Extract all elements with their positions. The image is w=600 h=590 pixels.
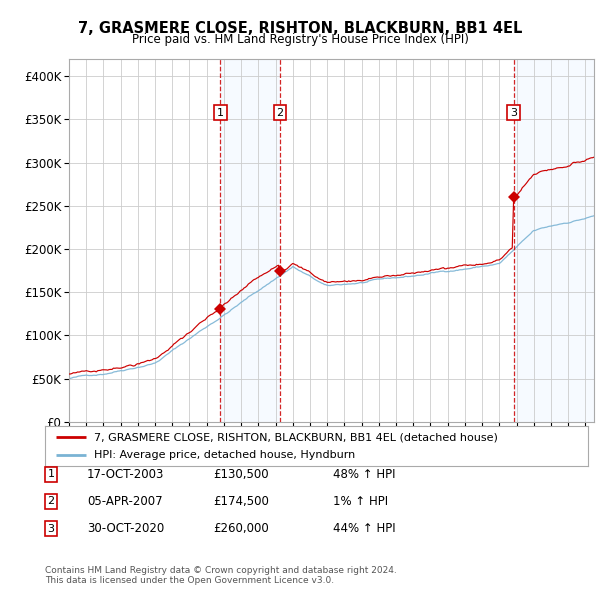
Text: 7, GRASMERE CLOSE, RISHTON, BLACKBURN, BB1 4EL: 7, GRASMERE CLOSE, RISHTON, BLACKBURN, B… [78,21,522,35]
Text: 30-OCT-2020: 30-OCT-2020 [87,522,164,535]
Text: 05-APR-2007: 05-APR-2007 [87,495,163,508]
Text: 44% ↑ HPI: 44% ↑ HPI [333,522,395,535]
Text: 1: 1 [217,107,224,117]
Text: 1% ↑ HPI: 1% ↑ HPI [333,495,388,508]
Text: £260,000: £260,000 [213,522,269,535]
Bar [514,59,594,422]
Text: 17-OCT-2003: 17-OCT-2003 [87,468,164,481]
Text: 7, GRASMERE CLOSE, RISHTON, BLACKBURN, BB1 4EL (detached house): 7, GRASMERE CLOSE, RISHTON, BLACKBURN, B… [94,432,498,442]
Text: 2: 2 [277,107,284,117]
Bar [220,59,280,422]
Text: £174,500: £174,500 [213,495,269,508]
Text: 1: 1 [47,470,55,479]
Text: 3: 3 [47,524,55,533]
Text: 2: 2 [47,497,55,506]
Text: Contains HM Land Registry data © Crown copyright and database right 2024.
This d: Contains HM Land Registry data © Crown c… [45,566,397,585]
Text: 48% ↑ HPI: 48% ↑ HPI [333,468,395,481]
Text: 3: 3 [510,107,517,117]
Text: £130,500: £130,500 [213,468,269,481]
Text: Price paid vs. HM Land Registry's House Price Index (HPI): Price paid vs. HM Land Registry's House … [131,33,469,46]
Text: HPI: Average price, detached house, Hyndburn: HPI: Average price, detached house, Hynd… [94,450,355,460]
